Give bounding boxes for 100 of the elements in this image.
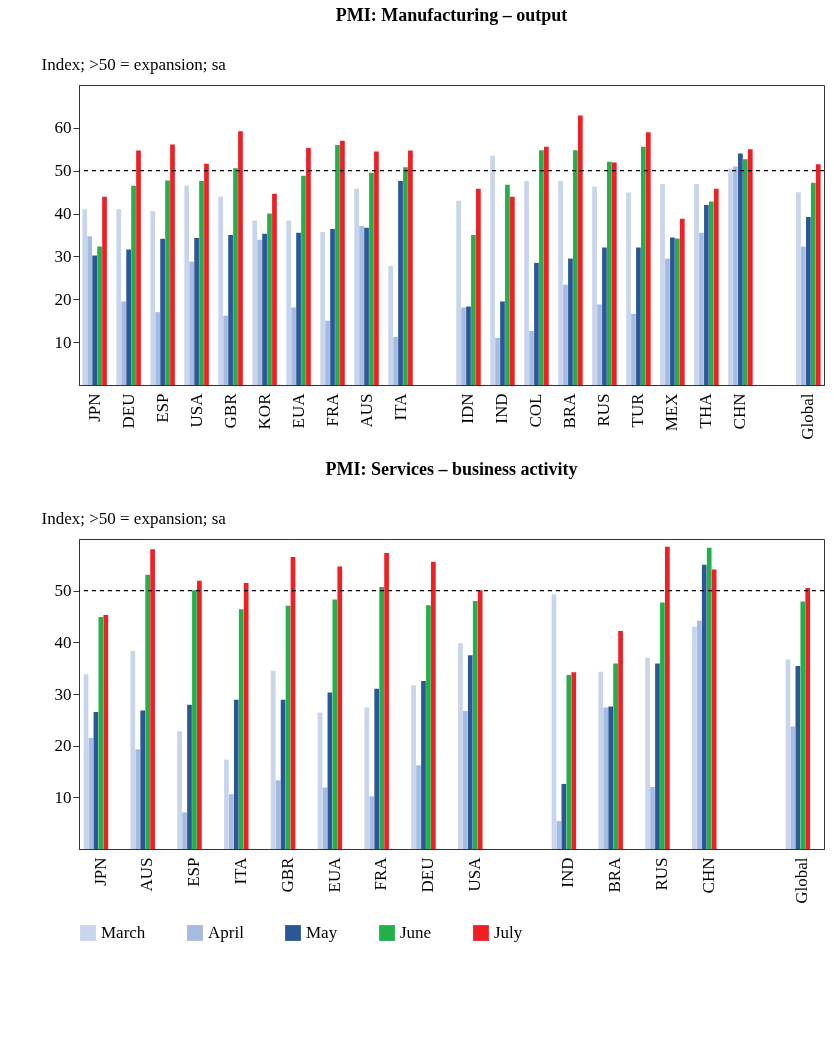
x-tick-label: TUR — [628, 392, 648, 428]
bar — [544, 146, 549, 385]
bar — [388, 265, 393, 385]
bar — [692, 626, 697, 849]
bar — [155, 312, 161, 385]
x-tick-label: ITA — [230, 856, 250, 885]
x-tick-label: EUA — [324, 856, 344, 893]
y-tick-label: 30 — [54, 246, 72, 266]
x-tick-label: USA — [186, 392, 206, 428]
legend-label: April — [208, 923, 245, 942]
bar — [810, 182, 816, 385]
x-tick-label: ESP — [152, 393, 172, 423]
bar — [704, 205, 709, 385]
bar — [645, 132, 651, 385]
x-tick-label: JPN — [84, 393, 104, 422]
bar — [431, 561, 436, 849]
y-tick-label: 20 — [54, 736, 72, 756]
bar — [466, 306, 471, 385]
bar — [270, 670, 276, 849]
x-tick-label: DEU — [418, 857, 438, 893]
bar — [631, 313, 636, 385]
bar — [592, 186, 597, 385]
bar — [611, 162, 617, 385]
bar — [403, 167, 408, 385]
bar — [416, 765, 421, 849]
bar — [187, 704, 192, 849]
bar — [476, 188, 481, 385]
bar — [670, 237, 675, 385]
bar — [665, 546, 670, 849]
bar — [126, 249, 131, 385]
bar — [602, 247, 607, 385]
bar — [558, 181, 563, 385]
bar — [229, 794, 234, 849]
x-tick-label: ITA — [390, 392, 410, 421]
bar — [306, 148, 311, 385]
chart-title: PMI: Manufacturing – output — [335, 5, 568, 25]
bar — [636, 247, 641, 385]
bar — [384, 552, 389, 849]
bar — [701, 564, 707, 849]
bar — [456, 200, 461, 385]
bar — [626, 192, 631, 385]
bar — [194, 238, 199, 385]
bar — [524, 181, 529, 385]
bar — [607, 161, 612, 385]
bar — [252, 220, 258, 385]
bar — [728, 168, 733, 385]
bar — [510, 196, 515, 385]
bar — [421, 681, 426, 849]
bar — [364, 227, 369, 385]
y-tick-label: 10 — [54, 787, 72, 807]
bar — [262, 233, 267, 385]
legend-label: July — [494, 923, 523, 942]
bar — [563, 284, 568, 385]
y-tick-label: 10 — [54, 332, 72, 352]
bar — [320, 232, 326, 385]
bar — [675, 238, 680, 385]
bar — [184, 185, 190, 385]
bar — [426, 605, 431, 849]
bar — [199, 181, 204, 385]
bar — [709, 201, 714, 385]
y-tick-label: 40 — [54, 632, 72, 652]
bar — [301, 175, 306, 385]
bar — [379, 587, 384, 849]
bar — [800, 601, 806, 849]
bar — [645, 657, 650, 849]
bar — [529, 331, 534, 385]
bar — [463, 711, 468, 849]
bar — [815, 164, 821, 385]
bar — [238, 131, 243, 385]
bar — [369, 796, 375, 849]
bar — [374, 151, 379, 385]
x-tick-label: USA — [464, 856, 484, 892]
x-tick-label: GBR — [277, 856, 297, 893]
x-tick-label: THA — [696, 392, 716, 429]
bar — [103, 614, 109, 849]
bar — [116, 209, 122, 385]
bar — [165, 180, 170, 385]
x-tick-label: RUS — [594, 393, 614, 427]
bar — [92, 255, 97, 385]
x-tick-label: BRA — [560, 392, 580, 429]
bar — [359, 226, 364, 385]
bar — [490, 155, 495, 385]
bar — [467, 655, 473, 849]
bar — [257, 239, 262, 385]
bar — [597, 304, 602, 385]
bar — [618, 630, 623, 849]
bar — [145, 574, 150, 849]
bar — [296, 232, 301, 385]
bar — [608, 706, 614, 849]
bar — [337, 566, 343, 849]
bar — [102, 196, 107, 385]
bar — [573, 150, 578, 385]
x-tick-label: MEX — [662, 393, 682, 432]
x-tick-label: CHN — [730, 393, 750, 430]
bar — [398, 181, 403, 385]
bar — [335, 145, 340, 385]
bar — [613, 663, 618, 849]
bar — [500, 301, 505, 385]
bar — [275, 780, 281, 849]
bar — [340, 140, 345, 385]
